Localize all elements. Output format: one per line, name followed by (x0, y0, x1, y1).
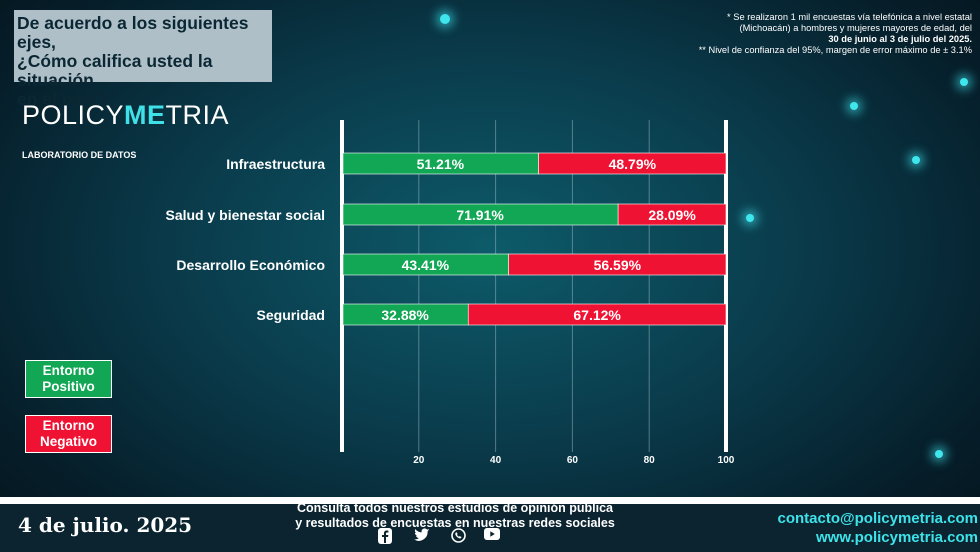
data-label-negative: 28.09% (648, 207, 696, 223)
note-line: ** Nivel de confianza del 95%, margen de… (698, 45, 972, 55)
bar-negative (617, 203, 727, 226)
x-tick-label: 20 (413, 455, 425, 466)
cta-line: Consulta todos nuestros estudios de opin… (297, 501, 613, 515)
data-label-positive: 51.21% (417, 156, 465, 172)
twitter-icon[interactable] (414, 528, 430, 542)
note-line: * Se realizaron 1 mil encuestas vía tele… (727, 12, 972, 22)
methodology-note: * Se realizaron 1 mil encuestas vía tele… (612, 12, 972, 56)
youtube-icon[interactable] (484, 528, 500, 540)
x-tick-label: 60 (567, 455, 579, 466)
footer-bar (0, 497, 980, 552)
cta-line: y resultados de encuestas en nuestras re… (295, 516, 615, 530)
legend-negative: Entorno Negativo (25, 415, 112, 453)
footer-cta: Consulta todos nuestros estudios de opin… (270, 501, 640, 531)
facebook-icon[interactable] (378, 528, 392, 544)
policymetria-logo: POLICYMETRIA (22, 100, 230, 130)
data-label-negative: 56.59% (594, 257, 642, 273)
x-tick-label: 40 (490, 455, 502, 466)
decorative-dot (850, 102, 858, 110)
whatsapp-icon[interactable] (451, 528, 466, 543)
publication-date: 4 de julio. 2025 (18, 513, 193, 537)
data-label-positive: 43.41% (402, 257, 450, 273)
legend-positive: Entorno Positivo (25, 360, 112, 398)
bar-negative (508, 253, 727, 276)
x-tick-label: 100 (718, 455, 735, 466)
data-label-negative: 67.12% (573, 307, 621, 323)
bar-negative (467, 303, 727, 326)
decorative-dot (935, 450, 943, 458)
decorative-dot (440, 14, 450, 24)
logo-subtitle: LABORATORIO DE DATOS (22, 150, 137, 160)
category-label: Salud y bienestar social (165, 207, 325, 223)
contact-info: contacto@policymetria.com www.policymetr… (777, 509, 978, 547)
data-label-positive: 32.88% (381, 307, 429, 323)
category-label: Seguridad (257, 307, 325, 323)
decorative-dot (746, 214, 754, 222)
category-label: Desarrollo Económico (176, 257, 325, 273)
data-label-positive: 71.91% (456, 207, 504, 223)
decorative-dot (960, 78, 968, 86)
x-tick-label: 80 (644, 455, 656, 466)
contact-email[interactable]: contacto@policymetria.com (777, 510, 978, 527)
stacked-bar-chart: 20 40 60 80 100 51.21% 48.79% Infraestructura 71… (165, 120, 735, 466)
decorative-dot (912, 156, 920, 164)
contact-website[interactable]: www.policymetria.com (816, 529, 978, 546)
note-line-bold: 30 de junio al 3 de julio del 2025. (828, 34, 972, 44)
bar-negative (538, 152, 727, 175)
chart-question-title: De acuerdo a los siguientes ejes, ¿Cómo … (14, 10, 272, 109)
data-label-negative: 48.79% (609, 156, 657, 172)
note-line: (Michoacán) a hombres y mujeres mayores … (739, 23, 972, 33)
category-label: Infraestructura (226, 156, 325, 172)
